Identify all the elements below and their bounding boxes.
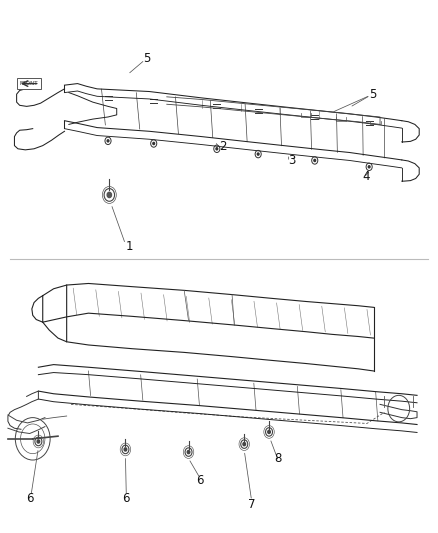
Circle shape (314, 159, 316, 161)
Text: FRONT: FRONT (20, 81, 39, 86)
Circle shape (107, 192, 112, 198)
Text: 6: 6 (122, 492, 129, 505)
FancyBboxPatch shape (17, 78, 42, 90)
Circle shape (268, 430, 270, 433)
Text: 6: 6 (196, 474, 203, 487)
Circle shape (216, 148, 218, 150)
Text: 2: 2 (219, 140, 226, 153)
Text: 6: 6 (26, 492, 33, 505)
Circle shape (153, 142, 155, 144)
Text: 5: 5 (369, 87, 377, 101)
Text: 4: 4 (363, 170, 370, 183)
Text: 7: 7 (248, 497, 255, 511)
Text: 3: 3 (288, 154, 295, 167)
Circle shape (368, 166, 370, 168)
Circle shape (124, 448, 127, 451)
Circle shape (257, 153, 259, 155)
Circle shape (107, 140, 109, 142)
Text: 8: 8 (274, 452, 282, 465)
Text: 5: 5 (143, 52, 150, 64)
Circle shape (187, 450, 190, 454)
Circle shape (243, 442, 246, 446)
Circle shape (37, 440, 40, 443)
Text: 1: 1 (125, 240, 133, 253)
